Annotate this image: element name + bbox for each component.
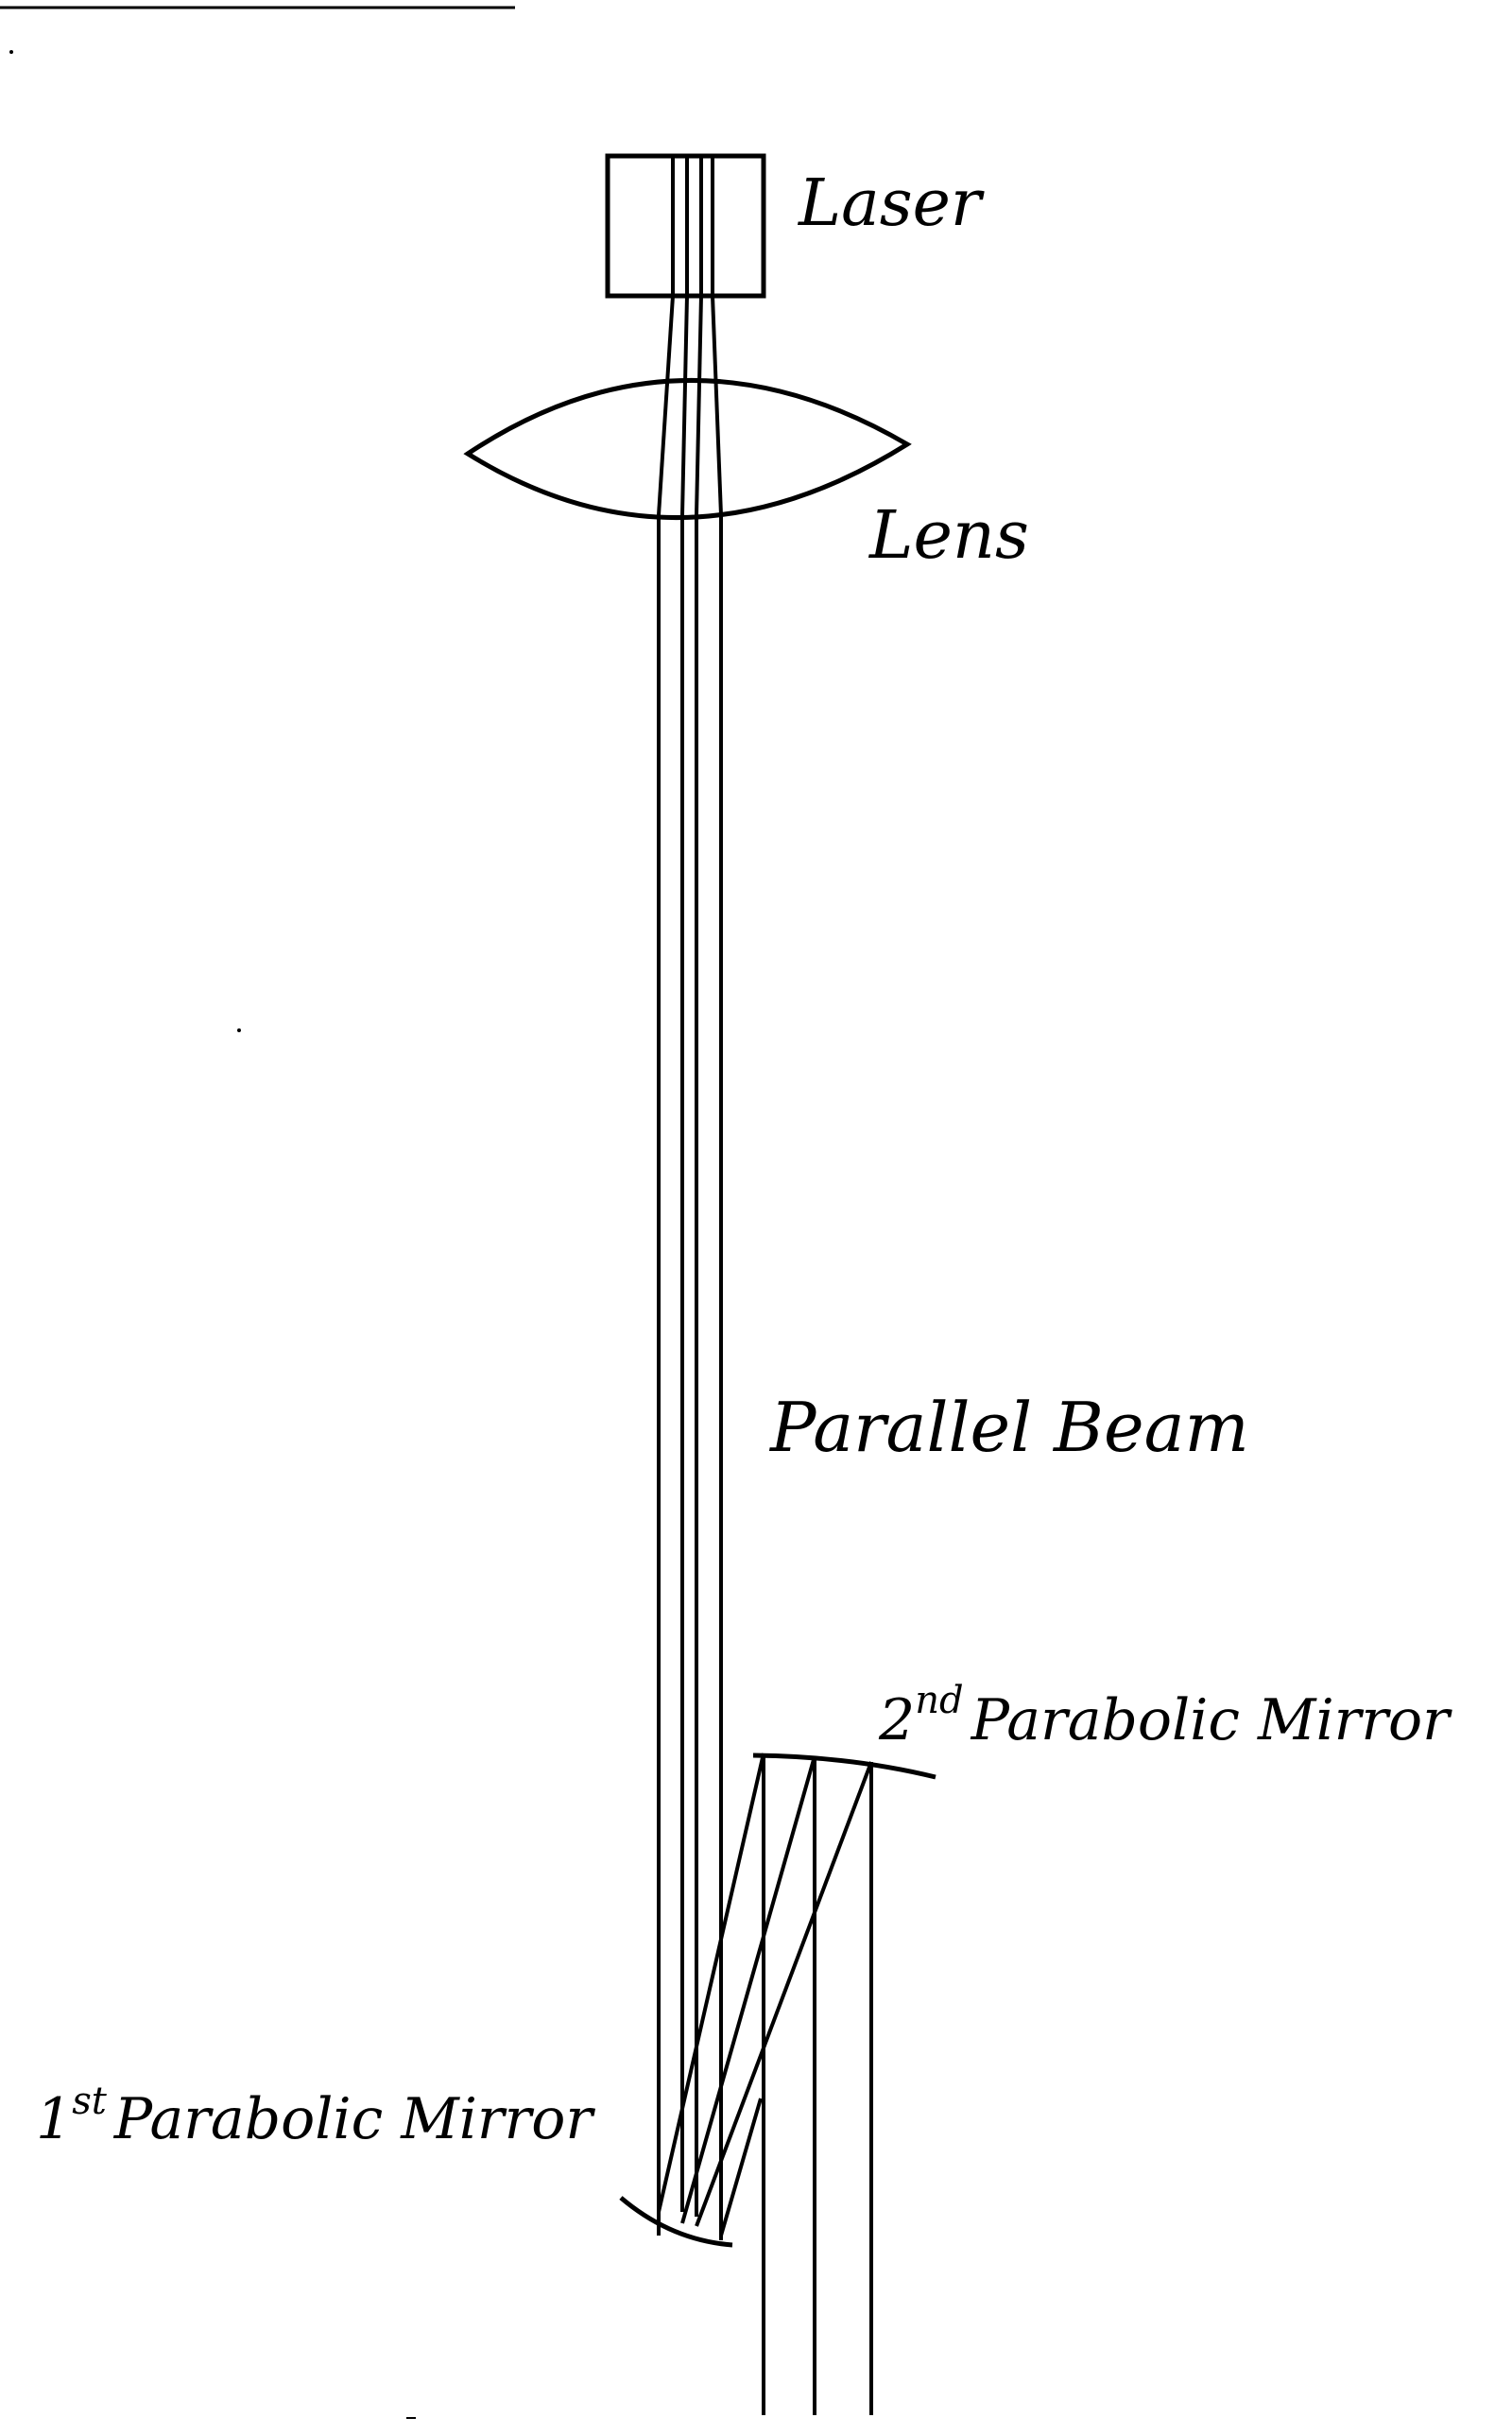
lens-label: Lens	[868, 496, 1029, 574]
scan-speck	[237, 1028, 241, 1032]
first-parabolic-mirror	[619, 2196, 733, 2248]
scan-speck	[9, 50, 13, 54]
second-mirror-superscript: nd	[915, 1679, 963, 1722]
parallel-beam	[657, 515, 723, 2240]
first-mirror-ordinal: 1	[36, 2086, 72, 2152]
second-parabolic-mirror	[752, 1753, 936, 1780]
reflected-beams	[657, 1753, 873, 2236]
lens-shape	[463, 377, 912, 521]
second-mirror-name: Parabolic Mirror	[971, 1687, 1453, 1753]
laser-label: Laser	[797, 166, 985, 241]
output-beam	[762, 1753, 873, 2415]
first-mirror-name: Parabolic Mirror	[113, 2086, 596, 2152]
first-mirror-superscript: st	[72, 2080, 108, 2123]
first-mirror-label: 1st Parabolic Mirror	[36, 2080, 595, 2152]
diverging-beam	[657, 295, 723, 516]
beam-inside-laser	[671, 156, 714, 296]
parallel-beam-label: Parallel Beam	[768, 1388, 1249, 1467]
second-mirror-label: 2nd Parabolic Mirror	[878, 1679, 1452, 1753]
second-mirror-ordinal: 2	[878, 1687, 915, 1753]
